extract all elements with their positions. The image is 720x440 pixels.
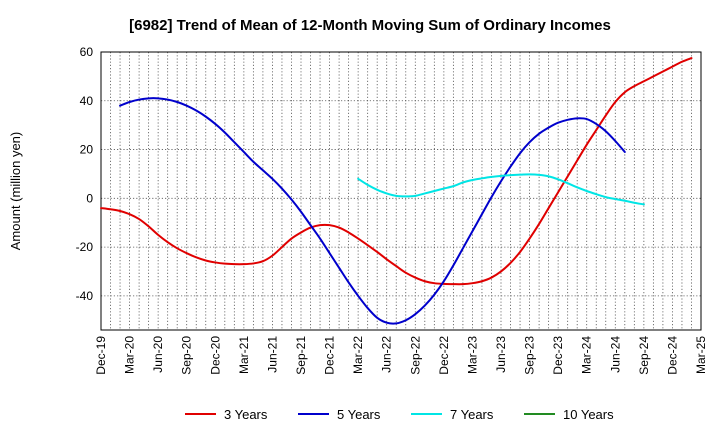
x-tick-label: Mar-23 [465,336,479,374]
y-tick-label: -40 [76,289,94,303]
legend-label-5-years: 5 Years [337,407,381,422]
x-tick-label: Jun-23 [494,336,508,373]
x-tick-label: Mar-24 [580,336,594,374]
x-tick-label: Mar-21 [237,336,251,374]
x-tick-label: Dec-19 [94,336,108,375]
x-tick-label: Jun-20 [151,336,165,373]
plot-frame [100,51,702,331]
x-tick-label: Sep-20 [180,336,194,375]
y-tick-label: 60 [80,45,94,59]
legend-label-7-years: 7 Years [450,407,494,422]
x-tick-label: Mar-25 [694,336,708,374]
series-line-7-years [357,173,645,206]
x-tick-label: Dec-23 [551,336,565,375]
y-tick-label: 20 [80,143,94,157]
plot-area: 60 40 20 0 -20 -40 Dec-19 Mar-20 Jun-20 Sep-20 Dec… [76,45,708,375]
x-tick-label: Sep-22 [408,336,422,375]
y-tick-label: 0 [86,191,93,205]
legend-label-10-years: 10 Years [563,407,614,422]
x-tick-label: Dec-24 [665,336,679,375]
legend-label-3-years: 3 Years [224,407,268,422]
series-line-3-years [100,57,693,286]
y-axis-label: Amount (million yen) [8,132,23,251]
x-tick-label: Sep-24 [637,336,651,375]
chart-title: [6982] Trend of Mean of 12-Month Moving … [129,17,611,34]
x-tick-label: Dec-21 [323,336,337,375]
x-tick-label: Jun-24 [608,336,622,373]
y-tick-label: 40 [80,94,94,108]
x-tick-label: Sep-21 [294,336,308,375]
x-tick-label: Mar-20 [123,336,137,374]
x-tick-label: Jun-21 [265,336,279,373]
legend: 3 Years 5 Years 7 Years 10 Years [185,407,614,422]
x-tick-label: Dec-20 [208,336,222,375]
series-line-5-years [119,97,626,325]
x-tick-label: Jun-22 [380,336,394,373]
plot-background [101,52,701,330]
x-tick-label: Sep-23 [523,336,537,375]
y-tick-label: -20 [76,240,94,254]
x-tick-label: Dec-22 [437,336,451,375]
x-tick-label: Mar-22 [351,336,365,374]
